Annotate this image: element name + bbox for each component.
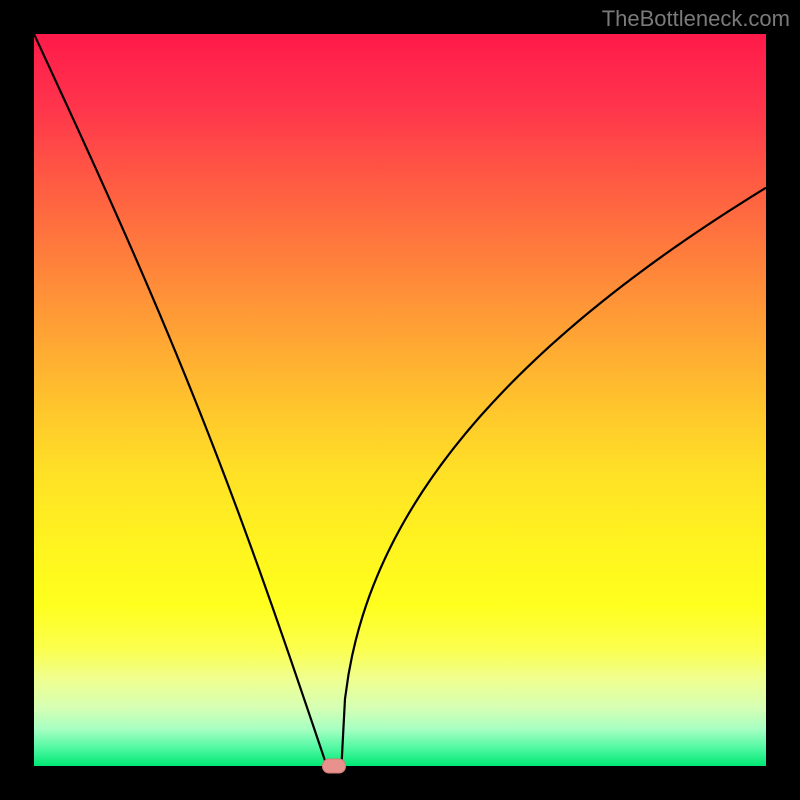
vertex-marker	[322, 759, 346, 774]
chart-container: TheBottleneck.com	[0, 0, 800, 800]
watermark-text: TheBottleneck.com	[602, 6, 790, 32]
plot-area	[34, 34, 766, 766]
curve-right-branch	[341, 188, 766, 766]
curve-left-branch	[34, 34, 327, 766]
curve-layer	[34, 34, 766, 766]
